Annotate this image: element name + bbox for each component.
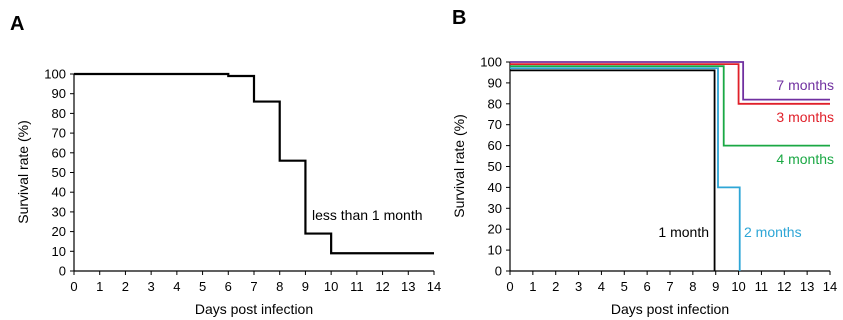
panel-b-y-tick-label: 80 (488, 96, 502, 111)
panel-a-x-axis-title: Days post infection (195, 301, 313, 317)
panel-a-x-tick-label: 12 (375, 279, 389, 294)
panel-b-x-tick-label: 5 (621, 279, 628, 294)
panel-a-x-tick-label: 14 (427, 279, 441, 294)
panel-b-x-tick-label: 3 (575, 279, 582, 294)
panel-a-y-tick-label: 60 (52, 145, 66, 160)
panel-a: A Survival rate (%) Days post infection … (10, 13, 441, 317)
panel-b-y-tick-label: 10 (488, 243, 502, 258)
panel-a-x-tick-label: 6 (225, 279, 232, 294)
panel-b-x-tick-label: 0 (506, 279, 513, 294)
panel-b-x-tick-label: 12 (777, 279, 791, 294)
panel-b-x-tick-label: 10 (731, 279, 745, 294)
panel-b-label: B (452, 7, 466, 29)
panel-b-series-label-7-months: 7 months (776, 77, 834, 93)
panel-a-y-tick-label: 0 (59, 264, 66, 279)
panel-a-y-tick-label: 50 (52, 165, 66, 180)
panel-a-x-tick-label: 1 (96, 279, 103, 294)
panel-b-x-tick-label: 2 (552, 279, 559, 294)
panel-a-x-tick-label: 4 (173, 279, 180, 294)
panel-b-series-7-months (510, 61, 830, 101)
panel-a-y-tick-label: 40 (52, 185, 66, 200)
panel-b-x-tick-label: 13 (800, 279, 814, 294)
panel-b-x-tick-label: 7 (666, 279, 673, 294)
panel-b-y-tick-label: 100 (480, 55, 502, 70)
panel-a-x-tick-label: 2 (122, 279, 129, 294)
panel-b-series-3-months (510, 63, 830, 105)
panel-a-x-tick-label: 8 (276, 279, 283, 294)
panel-a-y-tick-label: 30 (52, 204, 66, 219)
panel-b-x-tick-label: 14 (823, 279, 837, 294)
panel-b-x-tick-label: 11 (755, 279, 769, 294)
panel-b-y-tick-label: 40 (488, 180, 502, 195)
panel-b-series-2-months (510, 67, 741, 271)
panel-a-series-less-than-1-month (74, 72, 434, 255)
panel-b-x-axis-title: Days post infection (611, 301, 729, 317)
panel-b-series-4-months (510, 65, 830, 147)
panel-a-x-tick-label: 0 (70, 279, 77, 294)
panel-b-x-tick-label: 8 (689, 279, 696, 294)
panel-b-series-label-2-months: 2 months (744, 224, 802, 240)
panel-a-x-tick-label: 10 (324, 279, 338, 294)
panel-a-x-tick-label: 3 (148, 279, 155, 294)
panel-b-series-1-month (510, 69, 716, 271)
panel-b-x-tick-label: 1 (529, 279, 536, 294)
panel-b-y-tick-label: 30 (488, 201, 502, 216)
panel-a-y-axis-title: Survival rate (%) (15, 120, 31, 223)
panel-a-y-tick-label: 90 (52, 86, 66, 101)
panel-b-series-label-4-months: 4 months (776, 151, 834, 167)
panel-b-x-tick-label: 9 (712, 279, 719, 294)
panel-a-series-label-less-than-1-month: less than 1 month (312, 207, 423, 223)
panel-a-x-tick-label: 11 (350, 279, 364, 294)
panel-a-y-tick-label: 80 (52, 106, 66, 121)
panel-b-y-tick-label: 20 (488, 222, 502, 237)
panel-b-series-label-1-month: 1 month (658, 224, 709, 240)
panel-a-y-tick-label: 10 (52, 244, 66, 259)
panel-a-x-tick-label: 13 (401, 279, 415, 294)
panel-a-x-tick-label: 7 (250, 279, 257, 294)
panel-a-x-tick-label: 9 (302, 279, 309, 294)
panel-b-y-tick-label: 0 (495, 264, 502, 279)
panel-a-y-tick-label: 20 (52, 224, 66, 239)
panel-b-x-tick-label: 4 (598, 279, 605, 294)
panel-a-label: A (10, 13, 24, 35)
panel-b-y-tick-label: 70 (488, 117, 502, 132)
panel-a-y-tick-label: 100 (44, 67, 66, 82)
panel-b-y-tick-label: 50 (488, 159, 502, 174)
panel-a-y-tick-label: 70 (52, 126, 66, 141)
panel-b-y-axis-title: Survival rate (%) (451, 114, 467, 217)
panel-b-y-tick-label: 90 (488, 75, 502, 90)
panel-a-x-tick-label: 5 (199, 279, 206, 294)
panel-b-series-label-3-months: 3 months (776, 109, 834, 125)
panel-b-x-tick-label: 6 (644, 279, 651, 294)
panel-b: B Survival rate (%) Days post infection … (451, 7, 837, 317)
panel-b-y-tick-label: 60 (488, 138, 502, 153)
